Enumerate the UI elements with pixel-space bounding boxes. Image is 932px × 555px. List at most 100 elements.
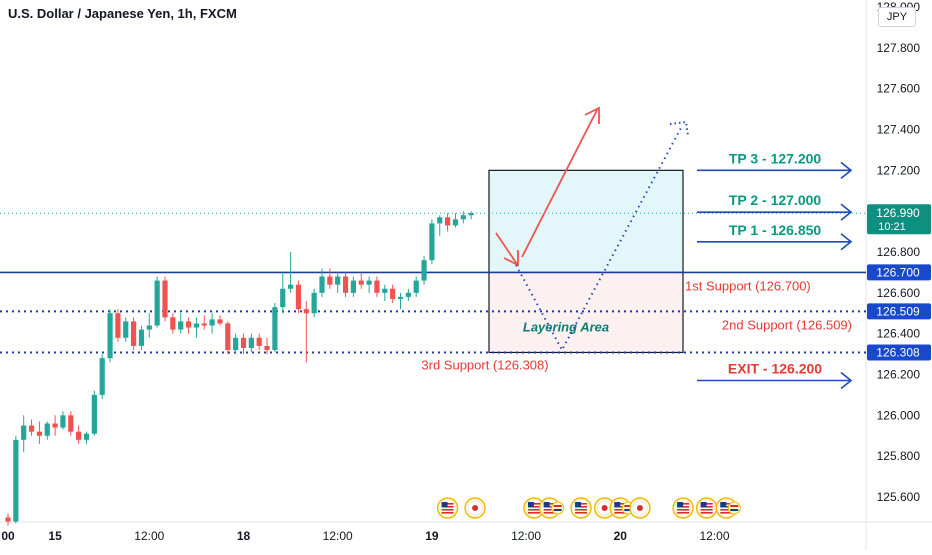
x-tick-label: 19: [425, 529, 439, 543]
candle-body: [209, 319, 215, 326]
flag-stripe: [527, 509, 540, 511]
candle: [83, 431, 90, 444]
target-label-3: TP 3 - 127.200: [729, 150, 822, 166]
candle: [28, 419, 35, 436]
candle-body: [170, 317, 176, 330]
flag-stripe: [441, 512, 454, 514]
us-flag-event-icon[interactable]: [570, 497, 592, 519]
candle: [201, 315, 207, 330]
candle: [311, 288, 317, 318]
candle: [288, 252, 294, 293]
flag-sun: [472, 505, 479, 511]
profit-zone: [489, 170, 683, 273]
candle-body: [468, 213, 474, 216]
x-tick-label: 18: [237, 529, 251, 543]
candle: [240, 333, 247, 355]
flag-stripe: [730, 509, 739, 511]
candle: [303, 301, 309, 363]
candle: [52, 415, 58, 436]
us-flag-event-icon[interactable]: [523, 497, 545, 519]
candle: [115, 309, 121, 342]
candle-body: [5, 517, 11, 522]
candle: [193, 317, 199, 338]
candle-body: [146, 325, 152, 330]
us-flag-event-icon[interactable]: [436, 497, 459, 519]
x-tick-label: 00: [1, 529, 15, 543]
support-label-1: 1st Support (126.700): [685, 278, 811, 293]
candle-body: [91, 394, 97, 434]
currency-button[interactable]: JPY: [878, 7, 916, 27]
candle: [390, 284, 396, 304]
us-flag-event-icon[interactable]: [672, 497, 694, 519]
price-tag-3-text: 126.308: [876, 345, 920, 359]
jp-flag-event-icon[interactable]: [593, 497, 616, 519]
candle-body: [413, 280, 419, 293]
target-label-1: TP 1 - 126.850: [729, 222, 822, 238]
multi-flag-event-icon[interactable]: [715, 497, 741, 519]
flag-stripe: [614, 509, 627, 511]
bullish-projection-head: [584, 106, 600, 124]
exit-arrow-head: [840, 371, 853, 390]
candle-body: [335, 276, 341, 285]
candle-body: [264, 345, 270, 350]
candle: [382, 284, 388, 301]
candle-body: [358, 280, 364, 285]
flag-canton: [700, 502, 707, 507]
candle: [460, 211, 466, 224]
candle: [60, 411, 66, 430]
candle-body: [28, 425, 35, 432]
candle: [405, 288, 411, 301]
candle-body: [36, 431, 42, 436]
candle-body: [76, 431, 82, 440]
flag-stripe: [527, 512, 540, 514]
candle: [76, 425, 82, 444]
jp-flag-event-icon[interactable]: [629, 497, 651, 519]
flag-stripe: [720, 509, 733, 511]
candle: [248, 333, 254, 353]
target-arrow-1-head: [840, 233, 853, 251]
candle: [5, 513, 11, 526]
candle: [99, 354, 105, 399]
candle: [452, 213, 459, 228]
candle: [123, 317, 129, 342]
candle-body: [421, 260, 427, 281]
candle-body: [405, 292, 411, 297]
y-tick-label: 126.600: [877, 286, 921, 300]
candle: [233, 333, 239, 355]
flag-stripe: [553, 505, 562, 507]
candle: [280, 272, 286, 314]
candle-body: [162, 280, 168, 318]
layering-zone: [489, 272, 683, 353]
candle-body: [99, 358, 105, 395]
price-tag-2-text: 126.509: [876, 304, 920, 318]
candle: [170, 313, 176, 334]
candle: [21, 415, 27, 453]
us-flag-event-icon[interactable]: [695, 497, 718, 519]
candle-body: [303, 309, 309, 314]
candle: [131, 317, 137, 350]
jp-flag-event-icon[interactable]: [464, 497, 486, 519]
candle-body: [13, 439, 19, 522]
candle: [437, 215, 443, 236]
y-tick-label: 125.600: [877, 490, 921, 504]
candle: [366, 276, 372, 293]
flag-canton: [441, 502, 448, 507]
event-ring-extra: [727, 501, 741, 515]
candle-body: [225, 323, 231, 350]
flag-stripe: [700, 512, 713, 514]
y-tick-label: 126.800: [877, 245, 921, 259]
y-tick-label: 127.400: [877, 123, 921, 137]
candle-body: [138, 329, 145, 346]
candle-body: [288, 284, 294, 289]
support-label-2: 2nd Support (126.509): [722, 317, 852, 332]
x-tick-label: 12:00: [134, 529, 164, 543]
candle: [342, 272, 349, 297]
candle-body: [382, 288, 388, 293]
candle: [138, 325, 145, 350]
candle-body: [350, 280, 356, 293]
flag-stripe: [677, 512, 690, 514]
multi-flag-event-icon[interactable]: [538, 497, 565, 519]
flag-stripe: [624, 505, 633, 507]
